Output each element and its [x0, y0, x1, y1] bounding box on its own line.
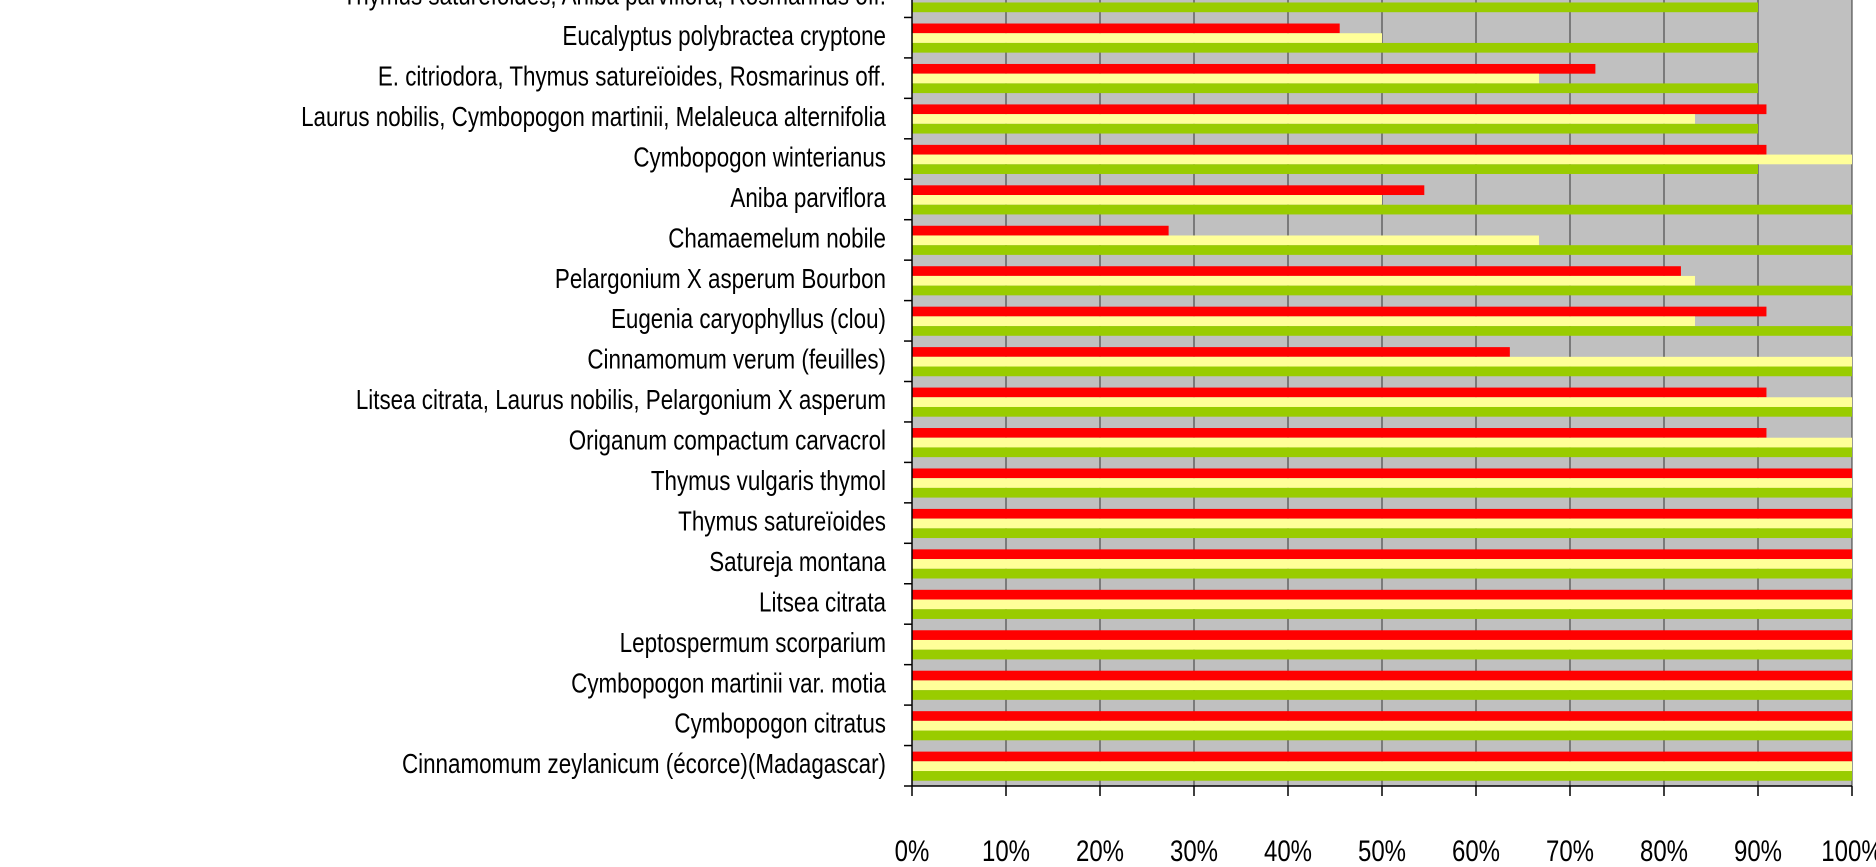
- bar: [912, 123, 1758, 134]
- bar: [912, 447, 1852, 458]
- bar: [912, 204, 1852, 215]
- bar: [912, 316, 1696, 327]
- bar: [912, 73, 1539, 84]
- bar: [912, 225, 1169, 236]
- bar: [912, 559, 1852, 569]
- bar: [912, 154, 1852, 165]
- bar: [912, 326, 1852, 336]
- y-tick-label: Thymus satureïoides: [678, 506, 886, 537]
- bar: [912, 356, 1852, 367]
- x-tick-label: 20%: [1076, 833, 1124, 867]
- bar: [912, 720, 1852, 731]
- y-tick-label: Chamaemelum nobile: [668, 223, 886, 254]
- bar: [912, 397, 1852, 407]
- bar: [912, 185, 1425, 196]
- bar: [912, 518, 1852, 529]
- bar: [912, 437, 1852, 448]
- bar: [912, 549, 1852, 560]
- bar: [912, 144, 1767, 155]
- x-tick-label: 10%: [982, 833, 1030, 867]
- bar: [912, 649, 1852, 660]
- bar: [912, 478, 1852, 488]
- bar: [912, 2, 1758, 13]
- bar: [912, 306, 1767, 317]
- bar: [912, 42, 1758, 53]
- bar: [912, 487, 1852, 498]
- y-tick-label: Satureja montana: [709, 547, 887, 578]
- y-tick-label: E. citriodora, Thymus satureïoides, Rosm…: [378, 61, 886, 92]
- y-tick-label: Aniba parviflora: [730, 183, 886, 214]
- bar: [912, 771, 1852, 781]
- bar: [912, 266, 1681, 276]
- x-tick-label: 90%: [1734, 833, 1782, 867]
- y-tick-label: Litsea citrata: [759, 587, 887, 618]
- y-tick-label: Origanum compactum carvacrol: [569, 425, 886, 456]
- bar: [912, 711, 1852, 721]
- bar: [912, 235, 1539, 246]
- bar: [912, 468, 1852, 479]
- bar: [912, 428, 1767, 438]
- bar: [912, 366, 1852, 377]
- y-tick-label: Eucalyptus polybractea cryptone: [562, 21, 886, 52]
- bar: [912, 83, 1758, 94]
- x-tick-label: 100%: [1821, 833, 1876, 867]
- bar: [912, 508, 1852, 519]
- bar: [912, 761, 1852, 772]
- x-tick-label: 70%: [1546, 833, 1594, 867]
- x-tick-label: 40%: [1264, 833, 1312, 867]
- bar: [912, 23, 1340, 34]
- bar: [912, 690, 1852, 700]
- bar: [912, 680, 1852, 691]
- bar: [912, 285, 1852, 296]
- bar: [912, 164, 1758, 174]
- bar: [912, 387, 1767, 398]
- x-tick-label: 0%: [895, 833, 930, 867]
- bar: [912, 406, 1852, 417]
- y-tick-label: Cinnamomum verum (feuilles): [587, 344, 886, 375]
- bar: [912, 63, 1596, 74]
- x-tick-label: 50%: [1358, 833, 1406, 867]
- bar: [912, 589, 1852, 600]
- y-tick-label: Thymus vulgaris thymol: [651, 466, 886, 497]
- bar: [912, 104, 1767, 115]
- bar: [912, 275, 1696, 286]
- y-tick-label: Thymus satureïoides, Aniba parviflora, R…: [343, 0, 886, 11]
- y-tick-label: Cinnamomum zeylanicum (écorce)(Madagasca…: [402, 749, 886, 780]
- bar: [912, 114, 1696, 124]
- y-tick-label: Litsea citrata, Laurus nobilis, Pelargon…: [356, 385, 886, 416]
- y-tick-label: Cymbopogon winterianus: [633, 142, 886, 173]
- bar: [912, 639, 1852, 650]
- bar: [912, 670, 1852, 681]
- y-tick-label: Cymbopogon martinii var. motia: [571, 668, 887, 699]
- bar: [912, 751, 1852, 762]
- x-tick-label: 60%: [1452, 833, 1500, 867]
- x-tick-label: 80%: [1640, 833, 1688, 867]
- y-tick-label: Leptospermum scorparium: [620, 628, 886, 659]
- y-tick-label: Cymbopogon citratus: [674, 708, 886, 739]
- bar: [912, 347, 1510, 357]
- y-tick-label: Pelargonium X asperum Bourbon: [555, 263, 886, 294]
- bar: [912, 33, 1382, 43]
- bar: [912, 630, 1852, 640]
- x-tick-label: 30%: [1170, 833, 1218, 867]
- bar: [912, 568, 1852, 579]
- bar: [912, 195, 1382, 205]
- y-tick-label: Eugenia caryophyllus (clou): [611, 304, 886, 335]
- bar: [912, 245, 1852, 255]
- bar: [912, 609, 1852, 619]
- bar: [912, 730, 1852, 741]
- bar: [912, 599, 1852, 610]
- bar: [912, 528, 1852, 539]
- y-tick-label: Laurus nobilis, Cymbopogon martinii, Mel…: [301, 102, 887, 133]
